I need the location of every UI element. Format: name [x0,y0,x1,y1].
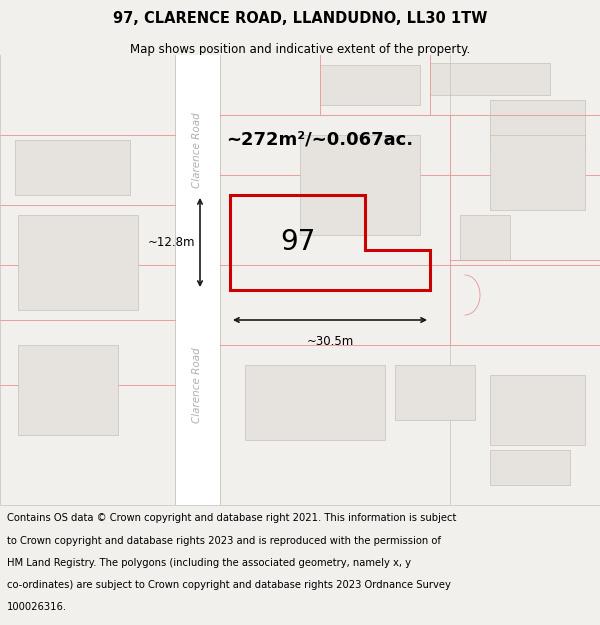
Text: HM Land Registry. The polygons (including the associated geometry, namely x, y: HM Land Registry. The polygons (includin… [7,558,411,568]
Text: Clarence Road: Clarence Road [192,112,202,188]
Bar [430,63,550,95]
Bar [320,65,420,105]
Bar [245,365,385,440]
Bar [460,215,510,260]
Text: co-ordinates) are subject to Crown copyright and database rights 2023 Ordnance S: co-ordinates) are subject to Crown copyr… [7,580,451,590]
Bar [490,375,585,445]
Bar [18,345,118,435]
Text: ~30.5m: ~30.5m [307,335,353,348]
Text: 97, CLARENCE ROAD, LLANDUDNO, LL30 1TW: 97, CLARENCE ROAD, LLANDUDNO, LL30 1TW [113,11,487,26]
Text: Map shows position and indicative extent of the property.: Map shows position and indicative extent… [130,43,470,56]
Bar [490,135,585,210]
Bar [490,100,585,150]
Text: 100026316.: 100026316. [7,602,67,612]
Text: to Crown copyright and database rights 2023 and is reproduced with the permissio: to Crown copyright and database rights 2… [7,536,441,546]
Text: Contains OS data © Crown copyright and database right 2021. This information is : Contains OS data © Crown copyright and d… [7,513,457,523]
Text: 97: 97 [280,229,315,256]
Bar [395,365,475,420]
Bar [175,55,220,505]
Text: ~272m²/~0.067ac.: ~272m²/~0.067ac. [226,131,413,149]
Bar [490,450,570,485]
Text: Clarence Road: Clarence Road [192,347,202,423]
Bar [18,215,138,310]
Text: ~12.8m: ~12.8m [148,236,195,249]
Bar [15,140,130,195]
Bar [300,135,420,235]
